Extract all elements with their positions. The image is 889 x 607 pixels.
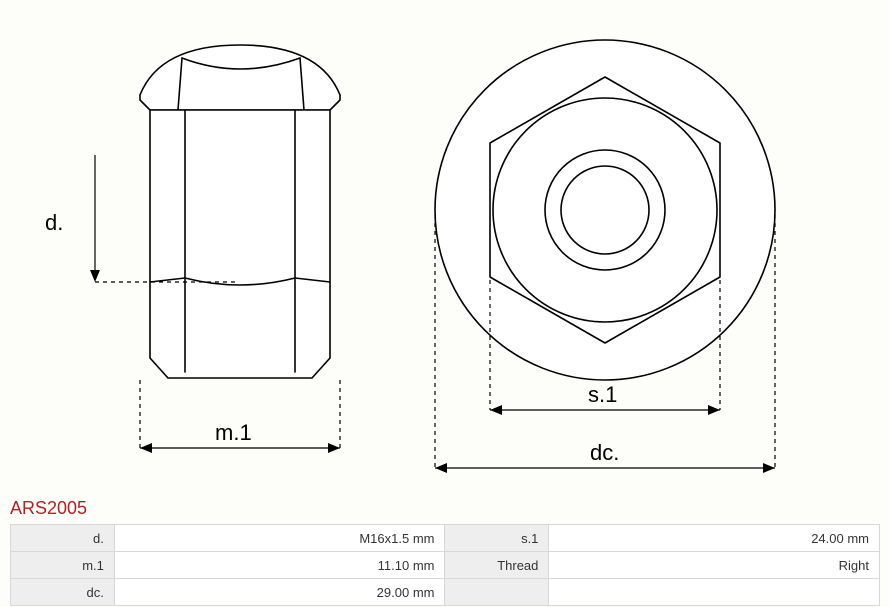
dim-s1-label: s.1 <box>588 382 617 407</box>
dim-d-label: d. <box>45 210 63 235</box>
table-row: d. M16x1.5 mm s.1 24.00 mm <box>11 525 880 552</box>
spec-label: Thread <box>445 552 549 579</box>
spec-value: Right <box>549 552 880 579</box>
table-row: m.1 11.10 mm Thread Right <box>11 552 880 579</box>
spec-value: 29.00 mm <box>114 579 445 606</box>
dim-m1: m.1 <box>140 380 340 453</box>
top-view <box>435 40 775 380</box>
spec-value <box>549 579 880 606</box>
dim-m1-label: m.1 <box>215 420 252 445</box>
part-number: ARS2005 <box>10 498 87 519</box>
spec-value: 11.10 mm <box>114 552 445 579</box>
table-row: dc. 29.00 mm <box>11 579 880 606</box>
spec-table: d. M16x1.5 mm s.1 24.00 mm m.1 11.10 mm … <box>10 524 880 606</box>
spec-label: d. <box>11 525 115 552</box>
technical-drawing: d. m.1 s.1 dc. <box>0 0 889 500</box>
spec-label: dc. <box>11 579 115 606</box>
spec-value: M16x1.5 mm <box>114 525 445 552</box>
spec-label: s.1 <box>445 525 549 552</box>
spec-value: 24.00 mm <box>549 525 880 552</box>
spec-label: m.1 <box>11 552 115 579</box>
dim-dc-label: dc. <box>590 440 619 465</box>
side-view <box>140 45 340 378</box>
spec-label <box>445 579 549 606</box>
